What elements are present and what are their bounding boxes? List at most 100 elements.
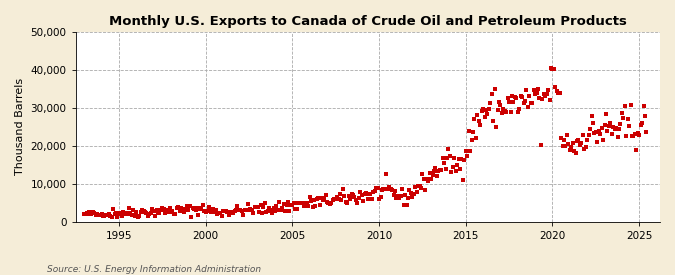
Point	[212, 212, 223, 216]
Point	[217, 209, 228, 213]
Point	[239, 208, 250, 213]
Point	[358, 199, 369, 203]
Point	[345, 196, 356, 201]
Point	[554, 91, 565, 95]
Point	[304, 194, 315, 199]
Point	[132, 215, 143, 219]
Point	[245, 207, 256, 211]
Point	[576, 141, 587, 145]
Point	[290, 207, 300, 211]
Point	[209, 210, 220, 214]
Point	[392, 194, 403, 199]
Point	[165, 210, 176, 214]
Point	[355, 190, 366, 194]
Point	[194, 207, 205, 212]
Point	[279, 208, 290, 213]
Point	[389, 189, 400, 193]
Point	[140, 210, 151, 214]
Point	[322, 199, 333, 204]
Point	[459, 158, 470, 162]
Point	[510, 94, 520, 99]
Point	[268, 205, 279, 210]
Point	[121, 211, 132, 216]
Point	[489, 86, 500, 91]
Point	[315, 202, 325, 207]
Point	[537, 97, 548, 101]
Point	[564, 148, 575, 152]
Point	[491, 125, 502, 129]
Point	[379, 187, 390, 191]
Point	[342, 201, 352, 205]
Point	[323, 201, 334, 205]
Point	[507, 94, 518, 99]
Point	[283, 199, 294, 204]
Point	[148, 208, 159, 213]
Point	[108, 207, 119, 211]
Point	[118, 210, 129, 214]
Point	[271, 204, 282, 208]
Point	[521, 87, 532, 92]
Point	[423, 179, 433, 183]
Point	[466, 138, 477, 142]
Point	[90, 213, 101, 217]
Point	[249, 204, 260, 209]
Point	[354, 196, 364, 200]
Point	[448, 165, 458, 169]
Point	[320, 192, 331, 197]
Point	[583, 133, 594, 137]
Point	[326, 201, 337, 205]
Point	[384, 185, 395, 189]
Point	[254, 210, 265, 214]
Point	[136, 208, 147, 212]
Point	[378, 187, 389, 192]
Point	[618, 116, 628, 120]
Point	[462, 153, 472, 158]
Point	[211, 207, 221, 212]
Point	[431, 174, 442, 178]
Point	[437, 155, 448, 160]
Point	[365, 192, 376, 196]
Point	[634, 133, 645, 137]
Point	[515, 94, 526, 98]
Point	[235, 208, 246, 212]
Point	[557, 144, 568, 148]
Point	[641, 130, 652, 134]
Point	[464, 148, 475, 153]
Point	[473, 119, 484, 123]
Point	[364, 191, 375, 196]
Point	[385, 186, 396, 191]
Point	[495, 103, 506, 107]
Point	[460, 149, 471, 153]
Point	[124, 205, 134, 210]
Point	[103, 211, 114, 216]
Point	[170, 211, 181, 216]
Point	[400, 193, 410, 198]
Point	[482, 112, 493, 116]
Point	[146, 207, 157, 211]
Point	[579, 147, 590, 152]
Point	[527, 100, 538, 105]
Point	[256, 211, 267, 215]
Point	[533, 87, 543, 91]
Point	[487, 92, 497, 97]
Point	[543, 87, 554, 92]
Point	[522, 105, 533, 109]
Point	[229, 209, 240, 213]
Point	[406, 191, 416, 196]
Point	[407, 195, 418, 199]
Point	[511, 96, 522, 100]
Point	[520, 99, 531, 103]
Point	[189, 207, 200, 212]
Point	[346, 192, 357, 196]
Point	[430, 166, 441, 170]
Point	[596, 125, 607, 130]
Point	[567, 141, 578, 145]
Point	[292, 207, 302, 211]
Point	[401, 202, 412, 207]
Point	[190, 208, 201, 213]
Point	[213, 211, 224, 215]
Point	[444, 154, 455, 158]
Point	[420, 188, 431, 192]
Point	[264, 206, 275, 210]
Point	[141, 210, 152, 215]
